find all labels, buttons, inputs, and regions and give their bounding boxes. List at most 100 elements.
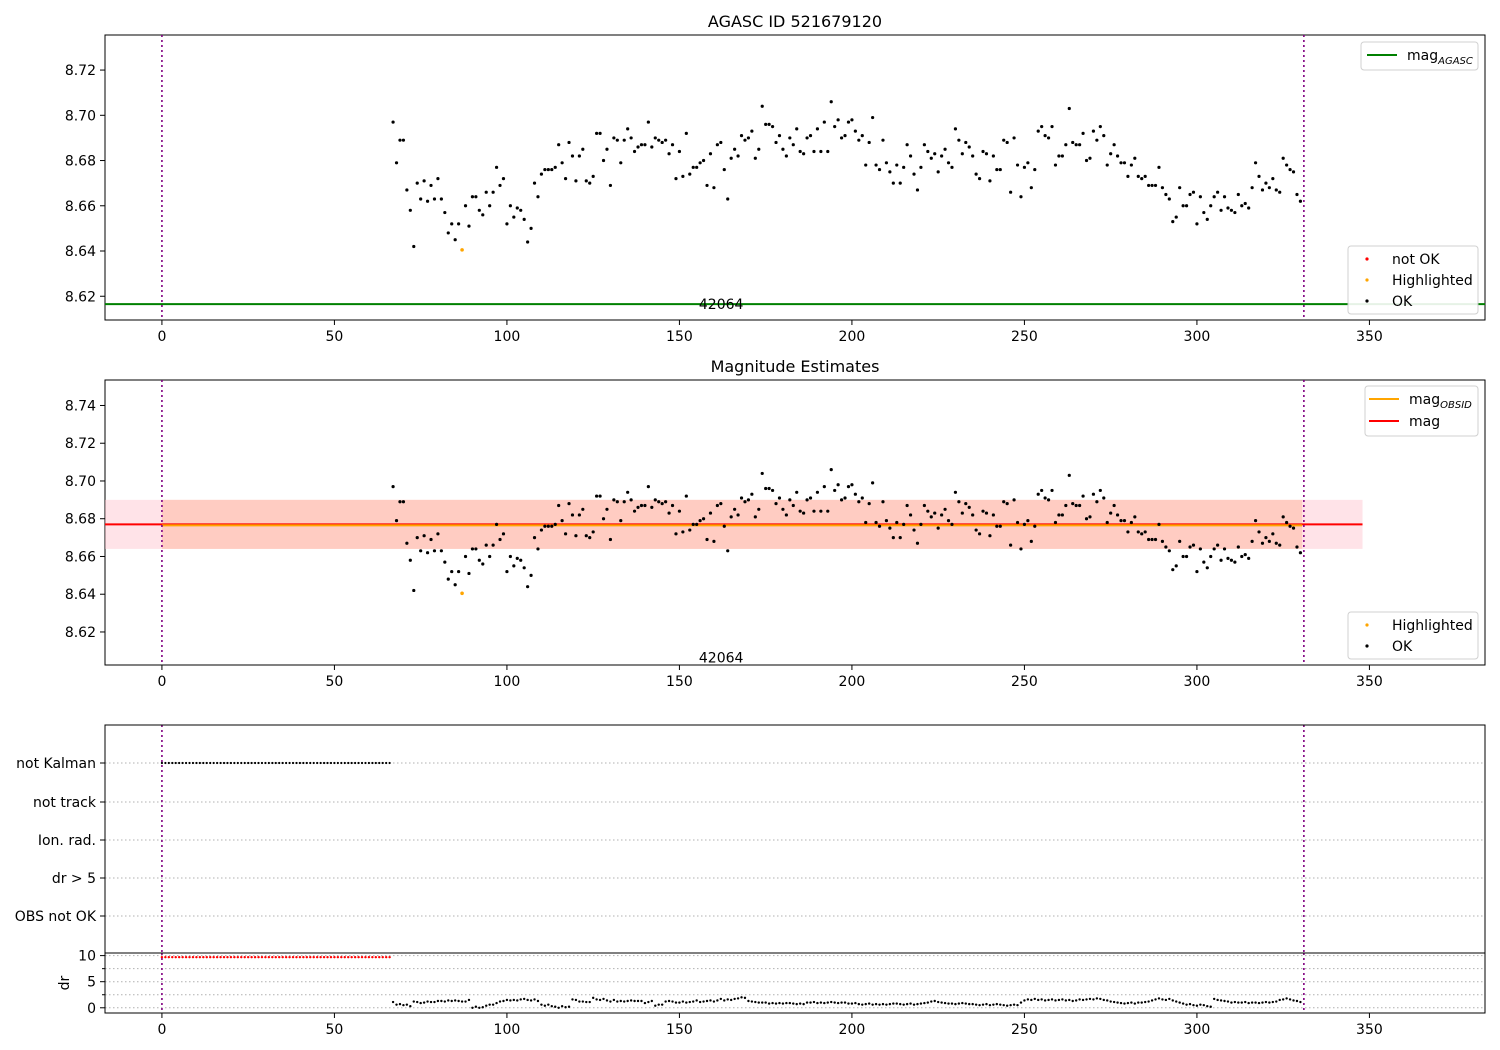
chart-4-not-ok-point <box>350 955 353 959</box>
chart-2-ok-point <box>1091 492 1096 496</box>
chart-2-ok-point <box>405 541 409 545</box>
chart-4-dr-point <box>933 999 936 1003</box>
chart-1-ok-point <box>415 181 419 185</box>
chart-4-dr-point <box>1168 997 1171 1001</box>
chart-4-dr-point <box>1012 1003 1016 1006</box>
chart-1-title: AGASC ID 521679120 <box>708 12 882 31</box>
chart-2-ok-point <box>874 520 878 525</box>
chart-2-ok-point <box>1009 543 1013 547</box>
chart-3-not-kalman-point <box>167 761 170 765</box>
chart-4-dr-point <box>881 1002 885 1006</box>
chart-4-dr-point <box>729 998 733 1002</box>
chart-4-not-ok-point <box>160 955 164 959</box>
chart-1-ok-point <box>1088 156 1092 160</box>
chart-2-ok-point <box>491 543 495 547</box>
chart-1-ok-point <box>567 140 571 145</box>
chart-3-not-kalman-point <box>333 761 336 765</box>
chart-1-ok-point <box>1074 143 1078 147</box>
chart-4-dr-point <box>1095 997 1099 1000</box>
chart-3-not-kalman-point <box>364 761 367 765</box>
chart-1-ok-point <box>977 177 982 181</box>
chart-4-dr-point <box>736 997 740 1000</box>
chart-1-ok-point <box>1095 138 1099 142</box>
chart-1-ok-point <box>850 118 854 122</box>
chart-4-not-ok-point <box>202 955 205 959</box>
chart-2-ok-point <box>729 515 733 519</box>
chart-2-ok-point <box>1209 554 1213 559</box>
chart-1-ok-point <box>788 136 792 140</box>
chart-4-dr-point <box>1244 1000 1247 1004</box>
chart-4-dr-point <box>616 1000 619 1003</box>
chart-3-not-kalman-point <box>291 761 295 765</box>
chart-4-not-ok-point <box>312 955 315 959</box>
chart-1-ok-point <box>512 215 516 219</box>
chart-4-dr-point <box>443 1000 447 1003</box>
chart-2-ok-point <box>598 494 602 498</box>
chart-1-ytick-label: 8.64 <box>65 244 96 260</box>
chart-2-ok-point <box>532 535 537 540</box>
chart-2-ok-point <box>708 511 713 515</box>
chart-1-ok-point <box>974 172 978 176</box>
chart-3-not-kalman-point <box>174 761 177 765</box>
chart-1-ok-point <box>839 136 844 140</box>
chart-1-ok-point <box>1143 174 1147 178</box>
chart-4-dr-point <box>471 1006 474 1009</box>
chart-2-ok-point <box>705 537 709 542</box>
chart-2-ok-point <box>1160 539 1165 543</box>
chart-1-ok-point <box>1281 156 1285 160</box>
chart-2-ok-point <box>581 507 585 511</box>
chart-2-ok-point <box>902 522 906 526</box>
chart-1-ok-point <box>795 127 799 131</box>
chart-4-dr-point <box>950 1002 954 1005</box>
chart-1-ok-point <box>1129 163 1133 167</box>
chart-1-ok-point <box>677 149 682 154</box>
chart-4-dr-point <box>850 1002 854 1005</box>
chart-4-dr-point <box>588 1000 591 1004</box>
chart-2-ok-point <box>736 513 740 517</box>
chart-3-ytick-label: not track <box>33 795 97 811</box>
chart-2-ok-point <box>1278 543 1282 547</box>
chart-2-ok-point <box>833 488 837 493</box>
chart-3-not-kalman-point <box>285 761 288 765</box>
chart-4-dr-point <box>1071 999 1074 1003</box>
chart-1-ok-point <box>1264 181 1268 185</box>
chart-1-ok-point <box>577 154 581 158</box>
chart-2-ok-point <box>964 502 968 506</box>
chart-4-dr-point <box>840 1001 843 1004</box>
chart-2-ok-point <box>995 524 999 528</box>
chart-4-dr-point <box>498 1000 502 1003</box>
chart-2-ok-point <box>1295 545 1299 549</box>
chart-1-ok-point <box>929 156 933 160</box>
chart-3-not-kalman-point <box>202 761 205 765</box>
chart-4-dr-point <box>1278 998 1281 1002</box>
chart-4-not-ok-point <box>177 955 181 959</box>
chart-4-dr-point <box>709 999 712 1002</box>
chart-1-ok-point <box>1122 161 1127 165</box>
chart-4-dr-point <box>867 1002 871 1005</box>
chart-2-ok-point <box>1015 520 1020 525</box>
chart-1-ok-point <box>902 165 906 169</box>
chart-4-not-ok-point <box>343 955 346 959</box>
chart-1-ok-point <box>1050 125 1054 129</box>
chart-2-legend-ok-label: OK <box>1392 639 1413 655</box>
chart-2-ok-point <box>501 532 506 536</box>
chart-4-not-ok-point <box>326 955 329 959</box>
chart-4-dr-point <box>591 996 595 1000</box>
chart-2-ok-point <box>1264 535 1268 540</box>
chart-1-ok-point <box>781 147 785 151</box>
chart-2-ytick-label: 8.66 <box>65 549 96 565</box>
chart-1-ok-point <box>871 115 875 120</box>
chart-2-ok-point <box>398 500 402 504</box>
chart-1-legend-ok-swatch <box>1365 299 1369 303</box>
chart-1-ok-point <box>439 197 443 201</box>
chart-2-ok-point <box>743 500 747 504</box>
chart-4-dr-point <box>481 1006 484 1009</box>
chart-1-ok-point <box>874 163 878 167</box>
chart-4-dr-point <box>554 1005 557 1008</box>
chart-4-dr-point <box>885 1003 888 1006</box>
chart-2-ok-point <box>1253 519 1258 523</box>
chart-1-ok-point <box>595 131 599 135</box>
chart-2-ok-point <box>760 471 764 476</box>
chart-4-dr-point <box>805 1001 809 1004</box>
chart-4-dr-point <box>664 1000 667 1003</box>
